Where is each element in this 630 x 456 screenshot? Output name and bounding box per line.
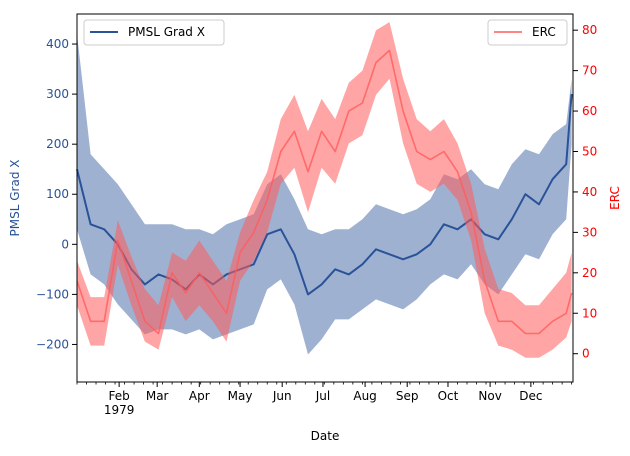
legend-left: PMSL Grad X <box>84 20 224 45</box>
y-left-tick-label: 400 <box>46 37 69 51</box>
x-tick-label: Jul <box>315 389 330 403</box>
y-left-tick-label: 200 <box>46 137 69 151</box>
y-left-tick-label: −100 <box>36 287 69 301</box>
x-tick-label: Oct <box>438 389 459 403</box>
y-right-tick-label: 20 <box>582 266 597 280</box>
x-tick-label: May <box>228 389 253 403</box>
x-tick-label: Mar <box>146 389 169 403</box>
x-tick-label: Jun <box>272 389 292 403</box>
y-left-tick-label: 0 <box>61 237 69 251</box>
x-axis-label: Date <box>311 429 340 443</box>
x-tick-label: Nov <box>478 389 501 403</box>
y-right-tick-label: 0 <box>582 347 590 361</box>
x-tick-label: Aug <box>353 389 376 403</box>
y-axis-left-label: PMSL Grad X <box>8 160 22 237</box>
y-right-tick-label: 80 <box>582 23 597 37</box>
x-tick-sublabel: 1979 <box>104 403 135 417</box>
y-right-tick-label: 30 <box>582 225 597 239</box>
legend-right-label: ERC <box>532 25 556 39</box>
y-left-tick-label: −200 <box>36 337 69 351</box>
y-right-tick-label: 50 <box>582 144 597 158</box>
y-right-tick-label: 60 <box>582 104 597 118</box>
y-right-tick-label: 70 <box>582 64 597 78</box>
x-tick-label: Apr <box>189 389 210 403</box>
y-axis-right-label: ERC <box>608 186 622 210</box>
y-left-tick-label: 100 <box>46 187 69 201</box>
x-tick-label: Feb <box>109 389 130 403</box>
x-tick-label: Dec <box>519 389 542 403</box>
y-right-tick-label: 40 <box>582 185 597 199</box>
y-right-tick-label: 10 <box>582 306 597 320</box>
y-left-tick-label: 300 <box>46 87 69 101</box>
legend-left-label: PMSL Grad X <box>128 25 205 39</box>
x-tick-label: Sep <box>396 389 419 403</box>
legend-right: ERC <box>488 20 567 45</box>
